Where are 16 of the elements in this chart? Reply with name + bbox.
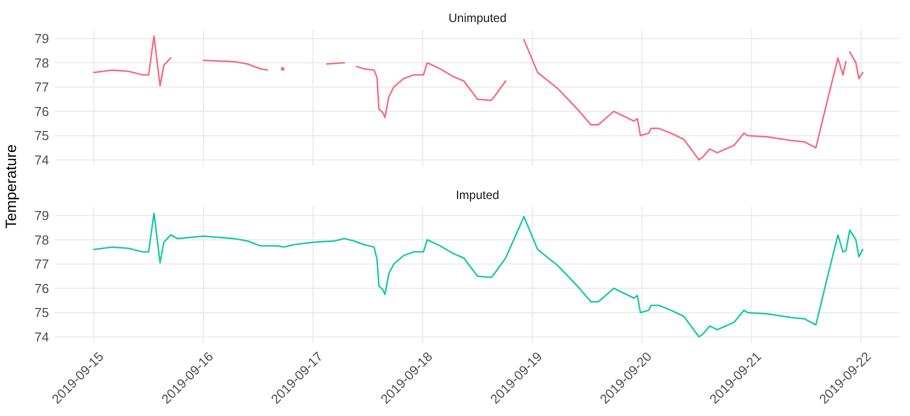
y-tick-label: 79: [34, 31, 49, 46]
chart-title: Unimputed: [448, 11, 507, 25]
y-tick-label: 76: [34, 280, 49, 296]
y-tick-label: 78: [34, 232, 49, 248]
y-tick-label: 77: [34, 80, 49, 95]
y-tick-label: 74: [34, 329, 49, 344]
chart-title: Imputed: [456, 188, 500, 202]
y-tick-label: 75: [34, 128, 49, 144]
line-series: [93, 212, 864, 338]
y-tick-label: 75: [34, 305, 49, 320]
y-tick-label: 77: [34, 256, 49, 272]
y-tick-label: 74: [34, 152, 49, 168]
y-axis-title: Temperature: [3, 144, 20, 229]
y-tick-label: 76: [34, 104, 49, 119]
y-tick-label: 78: [34, 55, 49, 70]
y-tick-label: 79: [34, 208, 49, 224]
